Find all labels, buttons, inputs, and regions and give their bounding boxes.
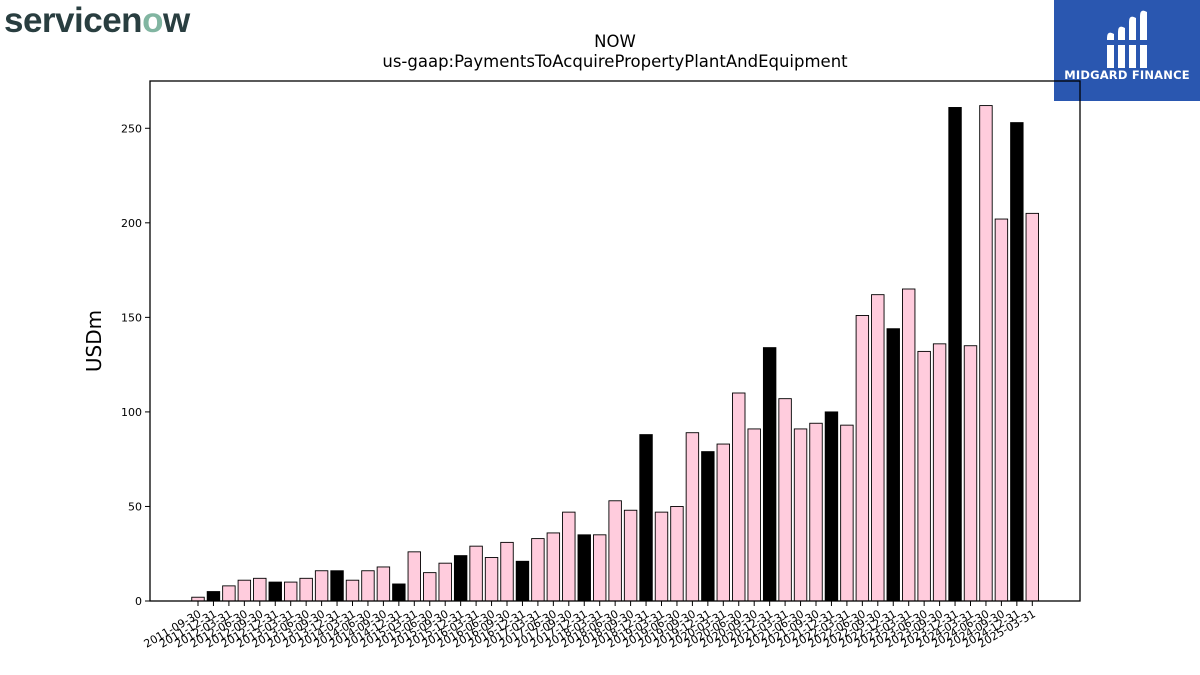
servicenow-logo-accent: o — [142, 1, 163, 40]
bar — [562, 511, 576, 602]
y-tick-label: 250 — [121, 122, 142, 135]
bar — [917, 350, 931, 602]
bar — [963, 345, 978, 602]
bar — [840, 424, 854, 602]
bar — [639, 434, 653, 602]
bar — [392, 583, 406, 602]
bar — [886, 328, 900, 602]
bar — [423, 572, 437, 602]
y-tick-label: 100 — [121, 406, 142, 419]
y-tick-label: 0 — [135, 595, 142, 608]
bar — [407, 551, 421, 602]
bar — [654, 511, 669, 602]
bar — [500, 541, 514, 602]
bar — [376, 566, 391, 602]
bar — [994, 218, 1009, 602]
chart-subtitle: us-gaap:PaymentsToAcquirePropertyPlantAn… — [382, 52, 848, 71]
midgard-logo-text: MIDGARD FINANCE — [1064, 68, 1190, 82]
bar — [345, 579, 360, 602]
bar — [237, 579, 252, 602]
bar — [871, 294, 885, 602]
bar — [778, 398, 792, 602]
bar — [716, 443, 730, 602]
bar — [577, 534, 591, 602]
bar — [284, 581, 298, 602]
y-tick-label: 50 — [128, 500, 142, 513]
bar — [979, 105, 993, 602]
chart-title: NOW — [594, 32, 636, 51]
y-axis-label: USDm — [82, 310, 106, 372]
bar — [469, 545, 483, 602]
y-tick-label: 200 — [121, 217, 142, 230]
bar — [593, 534, 607, 602]
bar — [824, 411, 839, 602]
bar — [438, 562, 452, 602]
bar — [299, 577, 313, 602]
bar — [361, 570, 375, 602]
bar — [747, 428, 761, 602]
bar — [701, 451, 715, 602]
bar — [484, 557, 499, 602]
plot-frame — [149, 80, 1081, 602]
midgard-finance-logo: MIDGARD FINANCE — [1054, 0, 1200, 101]
bar — [732, 392, 746, 602]
bar — [268, 581, 282, 602]
bar — [623, 509, 638, 602]
bar — [902, 288, 916, 602]
bar — [515, 560, 530, 602]
bar — [1025, 212, 1040, 602]
bar — [253, 577, 267, 602]
bar — [793, 428, 808, 602]
bar — [809, 422, 823, 602]
bar — [531, 538, 545, 602]
bar — [1010, 122, 1024, 602]
bar — [206, 591, 221, 602]
bar — [222, 585, 236, 602]
servicenow-logo: servicenow — [4, 1, 190, 40]
bar — [546, 532, 561, 602]
bar — [855, 315, 870, 602]
bar — [330, 570, 344, 602]
bar — [608, 500, 622, 602]
bar — [453, 555, 468, 602]
bar — [670, 506, 684, 602]
y-tick-label: 150 — [121, 311, 142, 324]
midgard-logo-mark-icon — [1104, 10, 1150, 69]
bar — [685, 432, 700, 602]
bar — [932, 343, 947, 602]
bar — [762, 347, 777, 602]
bar — [948, 107, 962, 602]
bar — [314, 570, 329, 602]
